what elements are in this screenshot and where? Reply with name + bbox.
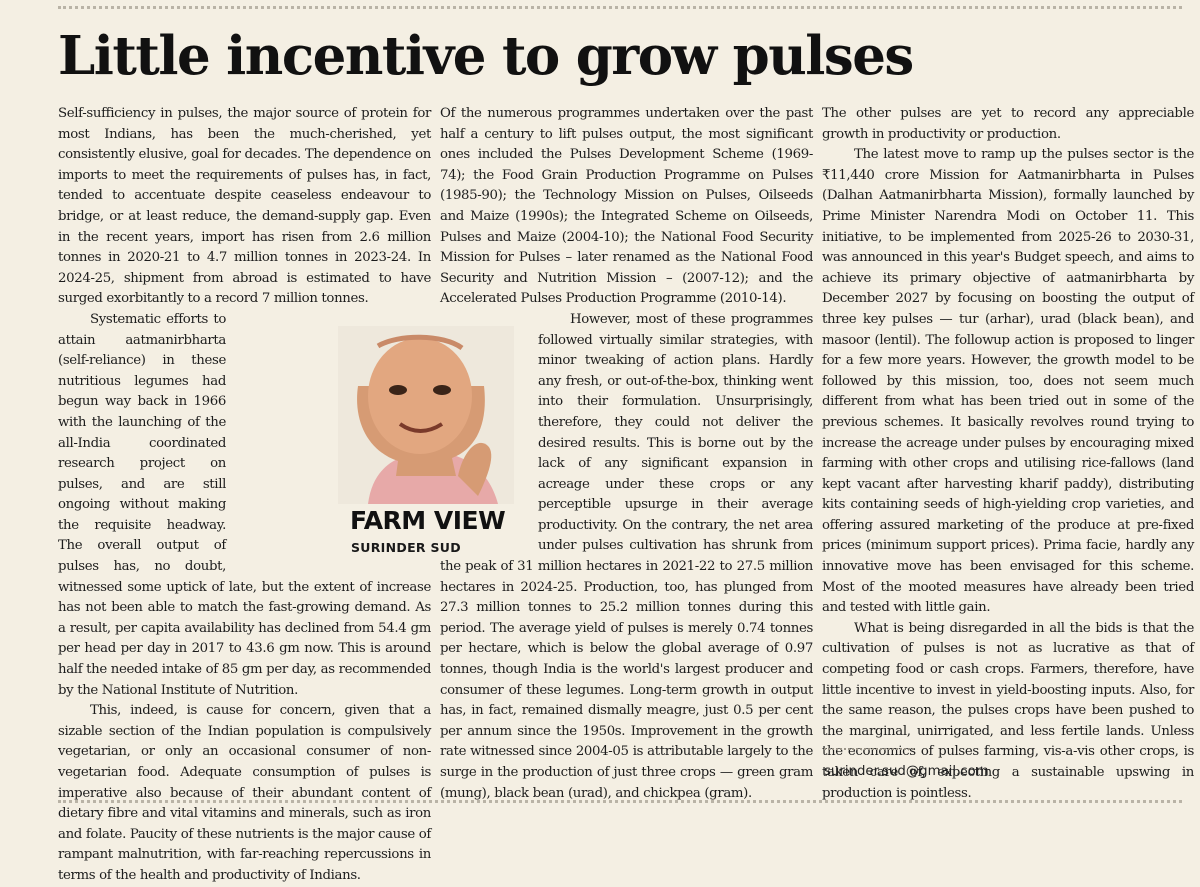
author-portrait-illustration [338, 326, 514, 504]
paragraph: This, indeed, is cause for concern, give… [58, 703, 431, 883]
paragraph: Of the numerous programmes undertaken ov… [440, 106, 813, 307]
article-column-3: The other pulses are yet to record any a… [822, 104, 1194, 804]
author-byline: SURINDER SUD [351, 540, 461, 555]
paragraph: Self-sufficiency in pulses, the major so… [58, 106, 431, 307]
paragraph: However, most of these programmes follow… [440, 311, 813, 801]
headline: Little incentive to grow pulses [58, 25, 914, 87]
paragraph: The other pulses are yet to record any a… [822, 106, 1194, 142]
paragraph: What is being disregarded in all the bid… [822, 620, 1194, 801]
author-photo [338, 326, 514, 504]
paragraph: The latest move to ramp up the pulses se… [822, 147, 1194, 616]
email-divider [824, 748, 914, 750]
top-dotted-rule [58, 6, 1182, 9]
bottom-dotted-rule [58, 800, 1182, 803]
article-column-2: Of the numerous programmes undertaken ov… [440, 104, 813, 804]
column-label: FARM VIEW [350, 506, 506, 535]
paragraph: Systematic efforts to attain aatmanirbha… [58, 311, 431, 698]
author-email[interactable]: surinder.sud@gmail.com [824, 764, 989, 779]
